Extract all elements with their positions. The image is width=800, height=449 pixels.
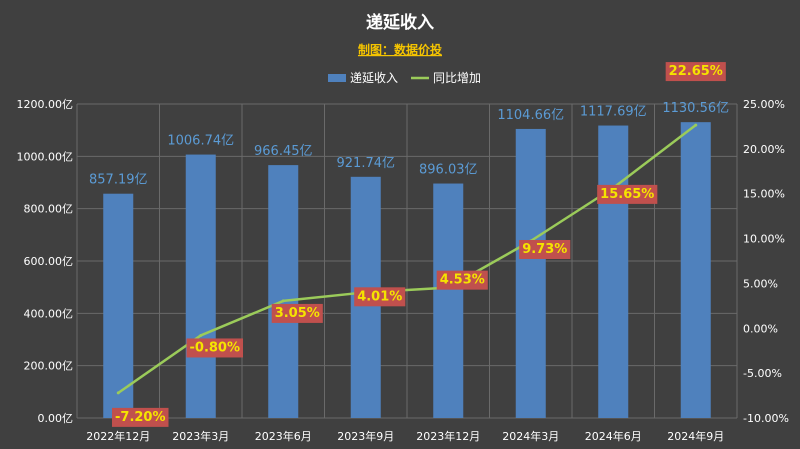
growth-point [116,391,120,395]
growth-data-label: 22.65% [669,64,723,79]
x-tick-label: 2023年9月 [337,429,394,443]
growth-data-label: 4.01% [357,289,402,304]
y-right-tick-label: 20.00% [743,143,785,156]
growth-label-box [354,287,406,307]
bar-data-label: 966.45亿 [254,144,313,159]
y-right-tick-label: -10.00% [743,412,789,425]
bar-data-label: 1117.69亿 [580,105,647,120]
x-tick-label: 2023年6月 [255,429,312,443]
y-right-tick-label: 25.00% [743,98,785,111]
x-axis: 2022年12月 2023年3月 2023年6月 2023年9月 2023年12月 202… [86,429,724,443]
growth-label-box [436,270,488,290]
y-axis-right: -10.00% -5.00% 0.00% 5.00% 10.00% 15.00% 20.00… [743,98,789,425]
growth-label-box [112,407,169,427]
growth-label-box [665,62,726,82]
y-left-tick-label: 800.00亿 [24,203,74,216]
growth-point [199,333,203,337]
bar [268,165,299,418]
legend: 递延收入 同比增加 [328,71,481,85]
bar [185,154,216,418]
growth-point [281,299,285,303]
y-right-tick-label: -5.00% [743,367,782,380]
growth-label-box [597,184,658,204]
bar-data-label: 1130.56亿 [662,101,729,116]
x-tick-label: 2023年3月 [172,429,229,443]
y-right-tick-label: 10.00% [743,233,785,246]
x-tick-label: 2023年12月 [416,429,480,443]
growth-data-label: -7.20% [115,410,166,425]
bar [680,122,711,418]
growth-data-label: 4.53% [440,273,485,288]
bar [433,183,464,418]
y-left-tick-label: 0.00亿 [38,412,74,425]
growth-label-box [271,303,323,323]
bar [103,193,134,418]
growth-data-label: 9.73% [522,242,567,257]
growth-point [694,123,698,127]
bar-data-label: 921.74亿 [337,156,396,171]
bars-layer [103,122,711,418]
grid-layer [76,103,738,419]
y-left-tick-label: 600.00亿 [24,255,74,268]
y-left-tick-label: 1200.00亿 [17,98,74,111]
legend-swatch-bar [328,74,346,82]
y-axis-left: 0.00亿 200.00亿 400.00亿 600.00亿 800.00亿 1000.00… [17,98,74,425]
bar-data-label: 896.03亿 [419,163,478,178]
growth-label-box [519,239,571,259]
y-right-tick-label: 5.00% [743,277,778,290]
bar-data-label: 857.19亿 [89,173,148,188]
x-tick-label: 2024年3月 [502,429,559,443]
legend-label-line: 同比增加 [433,71,481,85]
bar [515,128,546,418]
y-left-tick-label: 400.00亿 [24,307,74,320]
x-tick-label: 2024年9月 [667,429,724,443]
bar-data-label: 1104.66亿 [497,108,564,123]
x-tick-label: 2022年12月 [86,429,150,443]
y-right-tick-label: 15.00% [743,188,785,201]
legend-label-bar: 递延收入 [350,71,398,85]
y-right-tick-label: 0.00% [743,322,778,335]
growth-label-box [186,338,243,358]
x-tick-label: 2024年6月 [585,429,642,443]
chart-subtitle: 制图：数据价投 [358,42,442,57]
bar-data-label: 1006.74亿 [167,134,234,149]
growth-data-label: 15.65% [600,187,654,202]
chart-title: 递延收入 [366,12,434,33]
bar [598,125,629,418]
growth-data-label: 3.05% [275,306,320,321]
growth-data-label: -0.80% [190,340,241,355]
y-left-tick-label: 1000.00亿 [17,150,74,163]
y-left-tick-label: 200.00亿 [24,360,74,373]
bar-labels-layer: 857.19亿 1006.74亿 966.45亿 921.74亿 896.03亿 1104… [89,101,729,188]
pct-labels-layer: -7.20% -0.80% 3.05% 4.01% 4.53% 9.73% 15.65% 22… [112,62,726,427]
